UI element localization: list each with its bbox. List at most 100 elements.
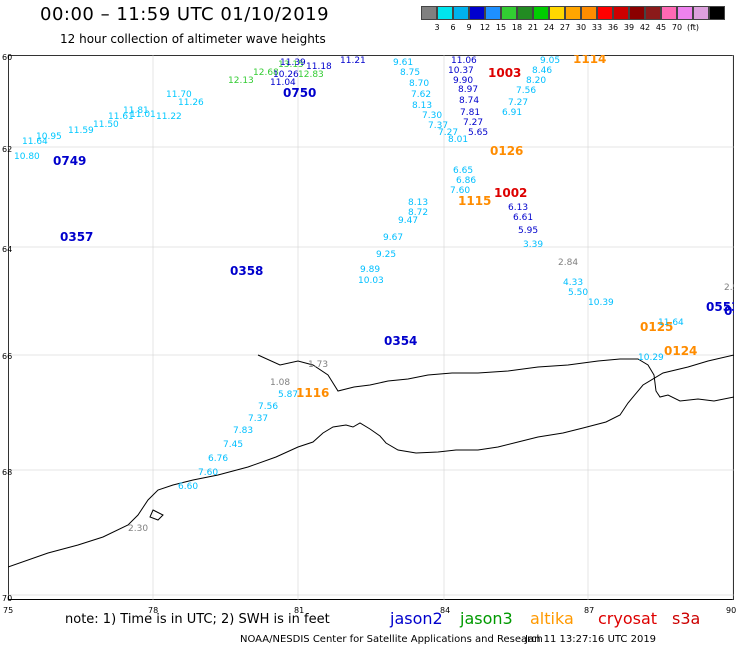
wave-height-value: 11.18 xyxy=(306,62,332,72)
wave-height-value: 12.68 xyxy=(253,68,279,78)
wave-height-value: 8.13 xyxy=(412,101,432,111)
wave-height-value: 10.95 xyxy=(36,132,62,142)
color-scale-label: 12 xyxy=(479,23,491,32)
wave-height-value: 8.72 xyxy=(408,208,428,218)
wave-height-value: 8.74 xyxy=(459,96,479,106)
wave-height-value: 8.20 xyxy=(526,76,546,86)
color-swatch xyxy=(469,6,485,20)
wave-height-value: 9.67 xyxy=(383,233,403,243)
wave-height-value: 6.13 xyxy=(508,203,528,213)
wave-height-value: 8.46 xyxy=(532,66,552,76)
wave-height-value: 10.37 xyxy=(448,66,474,76)
wave-height-value: 11.21 xyxy=(340,56,366,66)
pass-time-label: 0553 xyxy=(706,300,734,314)
color-scale-label: 70 xyxy=(671,23,683,32)
wave-height-value: 6.76 xyxy=(208,454,228,464)
wave-height-value: 5.65 xyxy=(468,128,488,138)
footer-credit: NOAA/NESDIS Center for Satellite Applica… xyxy=(240,634,543,645)
wave-height-value: 7.60 xyxy=(198,468,218,478)
wave-height-value: 5.87 xyxy=(278,390,298,400)
coastline-north xyxy=(257,354,734,402)
wave-height-value: 1.08 xyxy=(270,378,290,388)
wave-height-value: 13.15 xyxy=(278,60,304,70)
wave-height-value: 7.45 xyxy=(223,440,243,450)
wave-height-value: 10.03 xyxy=(358,276,384,286)
wave-height-value: 9.05 xyxy=(540,56,560,66)
pass-time-label: 0126 xyxy=(490,144,523,158)
wave-height-value: 9.47 xyxy=(398,216,418,226)
color-scale-label: 6 xyxy=(450,23,456,32)
longitude-label: 78 xyxy=(148,606,159,615)
color-scale-label: 3 xyxy=(434,23,440,32)
wave-height-value: 11.64 xyxy=(658,318,684,328)
pass-time-label: 0354 xyxy=(384,334,417,348)
wave-height-value: 12.13 xyxy=(228,76,254,86)
wave-height-value: 2.30 xyxy=(128,524,148,534)
wave-height-value: 7.27 xyxy=(508,98,528,108)
color-scale-label: 45 xyxy=(655,23,667,32)
coastline-island xyxy=(149,509,164,521)
graticule xyxy=(8,55,734,600)
pass-time-label: 1002 xyxy=(494,186,527,200)
wave-height-value: 8.13 xyxy=(408,198,428,208)
wave-height-value: 7.81 xyxy=(460,108,480,118)
page-title: 00:00 – 11:59 UTC 01/10/2019 xyxy=(40,4,330,25)
wave-height-value: 2.94 xyxy=(724,283,734,293)
wave-height-value: 6.86 xyxy=(456,176,476,186)
wave-height-value: 11.06 xyxy=(451,56,477,66)
wave-height-value: 6.61 xyxy=(513,213,533,223)
wave-height-value: 10.39 xyxy=(588,298,614,308)
wave-height-value: 11.01 xyxy=(130,110,156,120)
latitude-label: 60 xyxy=(2,53,13,62)
color-swatch xyxy=(709,6,725,20)
wave-height-value: 11.22 xyxy=(156,112,182,122)
wave-height-value: 11.50 xyxy=(93,120,119,130)
wave-height-value: 7.37 xyxy=(248,414,268,424)
longitude-label: 75 xyxy=(3,606,14,615)
longitude-label: 84 xyxy=(440,606,451,615)
color-scale-label: 9 xyxy=(466,23,472,32)
wave-height-value: 5.50 xyxy=(568,288,588,298)
wave-height-value: 9.61 xyxy=(393,58,413,68)
wave-height-value: 8.75 xyxy=(400,68,420,78)
legend-item-jason2: jason2 xyxy=(390,609,443,628)
wave-height-value: 6.91 xyxy=(502,108,522,118)
pass-time-label: 0358 xyxy=(230,264,263,278)
color-scale-label: 21 xyxy=(527,23,539,32)
wave-height-value: 11.26 xyxy=(178,98,204,108)
color-swatch xyxy=(661,6,677,20)
wave-height-value: 11.64 xyxy=(22,137,48,147)
page-subtitle: 12 hour collection of altimeter wave hei… xyxy=(60,32,326,46)
wave-height-value: 7.27 xyxy=(438,128,458,138)
wave-height-value: 7.30 xyxy=(422,111,442,121)
wave-height-value: 7.56 xyxy=(516,86,536,96)
color-swatch xyxy=(581,6,597,20)
color-scale-label: 18 xyxy=(511,23,523,32)
color-scale-label: 42 xyxy=(639,23,651,32)
pass-time-label: 0750 xyxy=(283,86,316,100)
wave-height-value: 11.70 xyxy=(166,90,192,100)
wave-height-value: 11.59 xyxy=(68,126,94,136)
color-swatch xyxy=(517,6,533,20)
color-scale-label: 27 xyxy=(559,23,571,32)
wave-height-value: 7.27 xyxy=(463,118,483,128)
wave-height-value: 9.25 xyxy=(376,250,396,260)
color-swatch xyxy=(437,6,453,20)
wave-height-value: 8.01 xyxy=(448,135,468,145)
wave-height-value: 8.97 xyxy=(458,85,478,95)
footer-note: note: 1) Time is in UTC; 2) SWH is in fe… xyxy=(65,612,330,627)
wave-height-value: 4.33 xyxy=(563,278,583,288)
wave-height-value: 7.37 xyxy=(428,121,448,131)
wave-height-value: 11.81 xyxy=(123,106,149,116)
wave-height-value: 9.90 xyxy=(453,76,473,86)
color-swatch xyxy=(565,6,581,20)
pass-time-label: 0749 xyxy=(53,154,86,168)
wave-height-value: 11.39 xyxy=(280,58,306,68)
wave-height-value: 1.73 xyxy=(308,360,328,370)
footer-timestamp: Jan 11 13:27:16 UTC 2019 xyxy=(525,634,657,645)
color-swatch xyxy=(421,6,437,20)
wave-height-value: 7.56 xyxy=(258,402,278,412)
pass-time-label: 0357 xyxy=(60,230,93,244)
